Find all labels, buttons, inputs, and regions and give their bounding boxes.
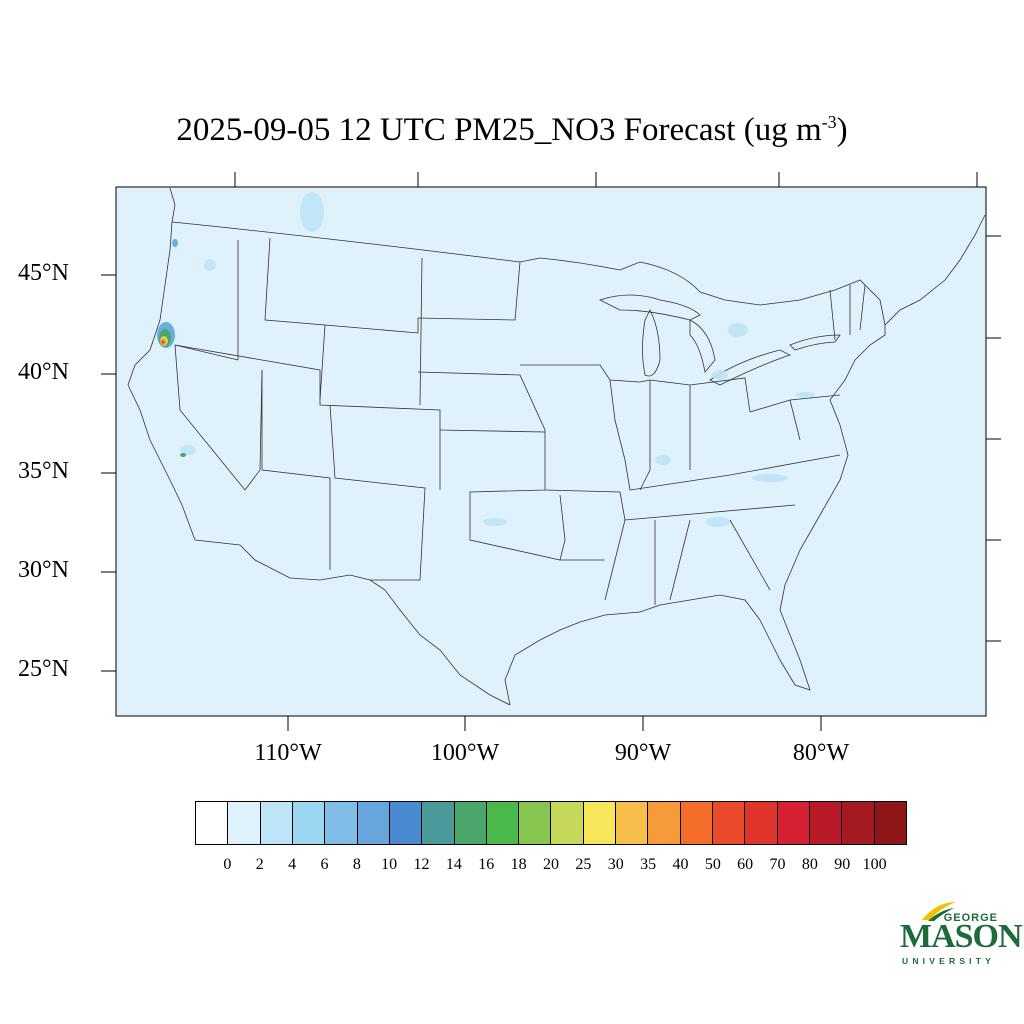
colorbar-tick-label: 14	[445, 856, 462, 873]
low-concentration-patches	[180, 192, 815, 527]
map-background	[115, 186, 987, 717]
colorbar-tick-label: 40	[672, 856, 689, 873]
lon-label-90w: 90°W	[614, 740, 672, 766]
colorbar-swatch	[616, 802, 649, 844]
colorbar-tick-label: 30	[607, 856, 624, 873]
colorbar	[195, 801, 907, 845]
lon-label-80w: 80°W	[792, 740, 850, 766]
colorbar-tick-label: 6	[320, 856, 329, 873]
colorbar-labels: 0 2 4 6 8 10 12 14 16 18 20 25 30 35 40 50 60 70 80 90 100	[195, 856, 907, 876]
colorbar-swatch	[809, 802, 843, 844]
colorbar-swatch	[260, 802, 293, 844]
colorbar-tick-label: 8	[352, 856, 361, 873]
colorbar-tick-label: 4	[288, 856, 297, 873]
colorbar-tick-label: 20	[543, 856, 559, 873]
colorbar-swatch	[325, 802, 358, 844]
logo-line-2: MASON	[900, 918, 1023, 955]
colorbar-swatch	[389, 802, 423, 844]
colorbar-swatch	[422, 802, 455, 844]
george-mason-logo: GEORGE MASON UNIVERSITY	[898, 900, 1023, 970]
colorbar-tick-label: 10	[381, 856, 398, 873]
oregon-hotspot	[157, 239, 186, 457]
colorbar-tick-label: 90	[834, 856, 851, 873]
colorbar-swatch	[874, 802, 906, 844]
axis-ticks	[101, 172, 1001, 731]
colorbar-swatch	[486, 802, 520, 844]
lon-label-100w: 100°W	[430, 740, 500, 766]
colorbar-swatch	[680, 802, 713, 844]
colorbar-swatch	[292, 802, 326, 844]
colorbar-tick-label: 25	[575, 856, 592, 873]
colorbar-tick-label: 80	[801, 856, 818, 873]
colorbar-tick-label: 70	[769, 856, 786, 873]
lat-label-45: 45°N	[18, 260, 69, 286]
colorbar-swatch	[745, 802, 778, 844]
lat-label-30: 30°N	[18, 557, 69, 583]
logo-line-1: GEORGE	[943, 912, 998, 924]
logo-flame-icon	[922, 902, 956, 921]
colorbar-swatch	[583, 802, 617, 844]
colorbar-tick-label: 100	[862, 856, 887, 873]
boundaries	[127, 187, 986, 706]
lon-label-110w: 110°W	[254, 740, 322, 766]
colorbar-tick-label: 16	[478, 856, 495, 873]
map-title: 2025-09-05 12 UTC PM25_NO3 Forecast (ug …	[176, 112, 848, 148]
colorbar-tick-label: 2	[255, 856, 264, 873]
colorbar-swatch	[357, 802, 390, 844]
colorbar-swatch	[196, 802, 229, 844]
colorbar-swatch	[648, 802, 681, 844]
colorbar-swatch	[519, 802, 552, 844]
lat-label-40: 40°N	[18, 359, 69, 385]
colorbar-swatch	[777, 802, 810, 844]
lat-label-35: 35°N	[18, 458, 69, 484]
colorbar-tick-label: 18	[510, 856, 527, 873]
logo-line-3: UNIVERSITY	[902, 956, 996, 966]
colorbar-swatch	[551, 802, 584, 844]
colorbar-tick-label: 12	[413, 856, 430, 873]
colorbar-swatch	[228, 802, 261, 844]
colorbar-tick-label: 60	[737, 856, 754, 873]
colorbar-swatch	[454, 802, 487, 844]
colorbar-tick-label: 0	[223, 856, 232, 873]
colorbar-swatch	[713, 802, 746, 844]
colorbar-tick-label: 35	[640, 856, 657, 873]
lat-label-25: 25°N	[18, 656, 69, 682]
colorbar-tick-label: 50	[704, 856, 721, 873]
colorbar-swatch	[842, 802, 875, 844]
